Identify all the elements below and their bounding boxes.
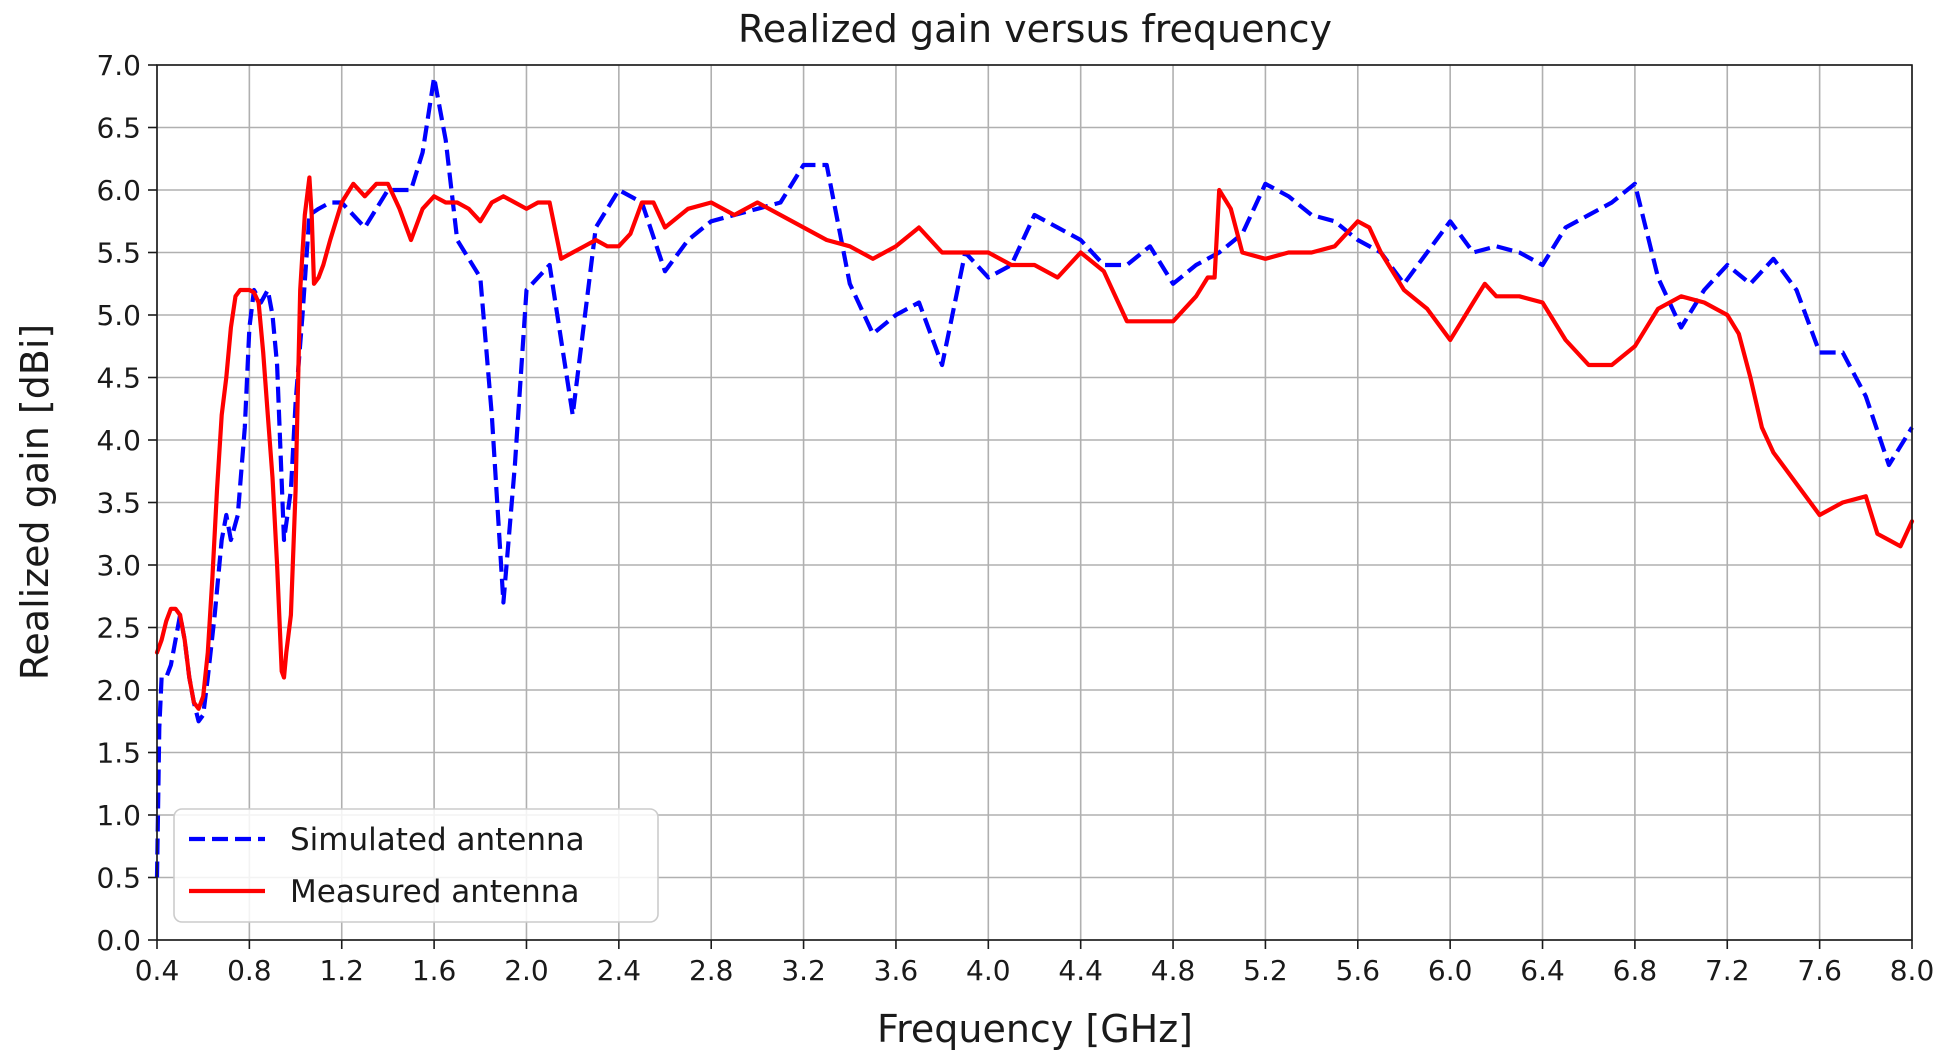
plot-series xyxy=(154,75,1915,878)
x-tick-label: 6.4 xyxy=(1520,954,1565,987)
x-tick-label: 8.0 xyxy=(1890,954,1935,987)
y-tick-label: 0.0 xyxy=(96,924,141,957)
x-tick-label: 1.2 xyxy=(319,954,364,987)
x-tick-label: 5.2 xyxy=(1243,954,1288,987)
y-tick-label: 6.5 xyxy=(96,112,141,145)
x-tick-label: 7.2 xyxy=(1705,954,1750,987)
y-tick-label: 3.0 xyxy=(96,549,141,582)
y-tick-label: 2.0 xyxy=(96,674,141,707)
y-tick-label: 4.0 xyxy=(96,424,141,457)
x-tick-label: 4.0 xyxy=(966,954,1011,987)
x-tick-label: 2.8 xyxy=(689,954,734,987)
x-tick-label: 6.8 xyxy=(1613,954,1658,987)
x-tick-label: 3.2 xyxy=(781,954,826,987)
legend-measured-label: Measured antenna xyxy=(290,874,579,910)
y-tick-label: 1.5 xyxy=(96,737,141,770)
legend: Simulated antenna Measured antenna xyxy=(173,808,659,923)
x-tick-label: 6.0 xyxy=(1428,954,1473,987)
x-tick-label: 5.6 xyxy=(1336,954,1381,987)
x-tick-label: 1.6 xyxy=(412,954,457,987)
y-tick-label: 7.0 xyxy=(96,49,141,82)
x-axis-ticks: 0.4 0.8 1.2 1.6 2.0 2.4 2.8 3.2 3.6 4.0 4.4 4.8 5.2 5… xyxy=(135,940,1935,987)
x-tick-label: 4.4 xyxy=(1058,954,1103,987)
legend-box xyxy=(173,808,659,923)
y-tick-label: 6.0 xyxy=(96,174,141,207)
x-tick-label: 0.8 xyxy=(227,954,272,987)
x-tick-label: 7.6 xyxy=(1797,954,1842,987)
x-axis-label: Frequency [GHz] xyxy=(877,1007,1193,1051)
y-tick-label: 0.5 xyxy=(96,862,141,895)
y-tick-label: 1.0 xyxy=(96,799,141,832)
x-tick-label: 2.0 xyxy=(504,954,549,987)
y-axis-ticks: 0.0 0.5 1.0 1.5 2.0 2.5 3.0 3.5 4.0 4.5 5.0 5.5 6.0 6… xyxy=(96,49,157,957)
x-tick-label: 4.8 xyxy=(1151,954,1196,987)
y-axis-label: Realized gain [dBi] xyxy=(13,324,57,681)
y-tick-label: 3.5 xyxy=(96,487,141,520)
x-tick-label: 0.4 xyxy=(135,954,180,987)
x-tick-label: 2.4 xyxy=(597,954,642,987)
measured-antenna-line xyxy=(154,175,1915,711)
grid xyxy=(156,64,1913,941)
y-tick-label: 4.5 xyxy=(96,362,141,395)
simulated-antenna-line xyxy=(154,75,1914,878)
y-tick-label: 5.0 xyxy=(96,299,141,332)
chart-title: Realized gain versus frequency xyxy=(738,7,1332,51)
legend-simulated-label: Simulated antenna xyxy=(290,822,585,858)
x-tick-label: 3.6 xyxy=(874,954,919,987)
y-tick-label: 5.5 xyxy=(96,237,141,270)
y-tick-label: 2.5 xyxy=(96,612,141,645)
